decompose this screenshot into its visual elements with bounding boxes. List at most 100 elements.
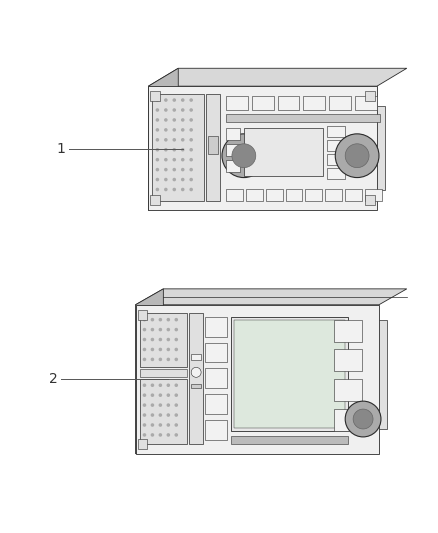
Circle shape bbox=[174, 358, 178, 361]
Bar bbox=[334, 320, 362, 342]
Circle shape bbox=[155, 178, 159, 181]
Bar bbox=[189, 313, 203, 444]
Circle shape bbox=[189, 148, 193, 151]
Circle shape bbox=[151, 403, 154, 407]
Circle shape bbox=[232, 144, 256, 168]
Bar bbox=[325, 190, 342, 201]
Circle shape bbox=[159, 338, 162, 341]
Bar bbox=[304, 96, 325, 110]
Bar bbox=[152, 94, 204, 201]
Circle shape bbox=[189, 188, 193, 191]
Bar bbox=[191, 384, 201, 388]
Bar bbox=[365, 196, 375, 205]
Bar bbox=[234, 320, 345, 428]
Circle shape bbox=[173, 188, 176, 191]
Circle shape bbox=[166, 423, 170, 427]
Circle shape bbox=[189, 178, 193, 181]
Circle shape bbox=[166, 318, 170, 321]
Bar bbox=[226, 128, 240, 140]
Circle shape bbox=[353, 409, 373, 429]
Circle shape bbox=[174, 338, 178, 341]
Circle shape bbox=[164, 98, 168, 102]
Circle shape bbox=[155, 158, 159, 161]
Circle shape bbox=[166, 348, 170, 351]
Polygon shape bbox=[135, 289, 407, 305]
Circle shape bbox=[189, 118, 193, 122]
Circle shape bbox=[155, 118, 159, 122]
Circle shape bbox=[174, 413, 178, 417]
Bar bbox=[231, 317, 348, 431]
Circle shape bbox=[159, 423, 162, 427]
Circle shape bbox=[164, 168, 168, 172]
Circle shape bbox=[143, 318, 146, 321]
Bar bbox=[266, 190, 283, 201]
Circle shape bbox=[164, 148, 168, 151]
Bar bbox=[244, 128, 323, 175]
Bar bbox=[140, 369, 187, 377]
Circle shape bbox=[151, 338, 154, 341]
Circle shape bbox=[155, 98, 159, 102]
Circle shape bbox=[164, 158, 168, 161]
Circle shape bbox=[173, 118, 176, 122]
Bar bbox=[226, 190, 243, 201]
Bar bbox=[246, 190, 263, 201]
Polygon shape bbox=[148, 68, 407, 86]
Bar bbox=[206, 94, 220, 201]
Bar bbox=[365, 91, 375, 101]
Circle shape bbox=[151, 328, 154, 332]
Circle shape bbox=[189, 158, 193, 161]
Circle shape bbox=[159, 393, 162, 397]
Circle shape bbox=[159, 403, 162, 407]
Circle shape bbox=[143, 433, 146, 437]
Circle shape bbox=[181, 178, 184, 181]
Circle shape bbox=[159, 318, 162, 321]
Bar bbox=[286, 190, 303, 201]
Bar bbox=[345, 190, 362, 201]
Bar bbox=[135, 305, 379, 454]
Circle shape bbox=[155, 108, 159, 112]
Bar bbox=[278, 96, 300, 110]
Circle shape bbox=[189, 108, 193, 112]
Circle shape bbox=[222, 134, 266, 177]
Bar bbox=[334, 350, 362, 372]
Bar bbox=[327, 168, 345, 179]
Circle shape bbox=[173, 168, 176, 172]
Circle shape bbox=[159, 413, 162, 417]
Circle shape bbox=[159, 383, 162, 387]
Circle shape bbox=[174, 393, 178, 397]
Circle shape bbox=[166, 433, 170, 437]
Bar bbox=[138, 439, 148, 449]
Circle shape bbox=[159, 348, 162, 351]
Circle shape bbox=[166, 358, 170, 361]
Circle shape bbox=[174, 383, 178, 387]
Circle shape bbox=[155, 168, 159, 172]
Circle shape bbox=[181, 138, 184, 142]
Circle shape bbox=[166, 383, 170, 387]
Polygon shape bbox=[148, 68, 178, 211]
Bar bbox=[205, 420, 227, 440]
Circle shape bbox=[151, 358, 154, 361]
Circle shape bbox=[164, 188, 168, 191]
Circle shape bbox=[173, 138, 176, 142]
Bar bbox=[140, 379, 187, 444]
Circle shape bbox=[151, 423, 154, 427]
Circle shape bbox=[143, 338, 146, 341]
Bar bbox=[231, 436, 348, 444]
Bar bbox=[148, 86, 377, 211]
Circle shape bbox=[173, 128, 176, 132]
Bar bbox=[191, 354, 201, 360]
Circle shape bbox=[173, 98, 176, 102]
Circle shape bbox=[174, 328, 178, 332]
Circle shape bbox=[155, 128, 159, 132]
Bar bbox=[226, 160, 240, 172]
Circle shape bbox=[345, 401, 381, 437]
Circle shape bbox=[159, 328, 162, 332]
Bar bbox=[226, 144, 240, 156]
Circle shape bbox=[151, 348, 154, 351]
Bar bbox=[205, 368, 227, 388]
Circle shape bbox=[181, 108, 184, 112]
Circle shape bbox=[159, 358, 162, 361]
Circle shape bbox=[164, 138, 168, 142]
Circle shape bbox=[151, 413, 154, 417]
Circle shape bbox=[174, 433, 178, 437]
